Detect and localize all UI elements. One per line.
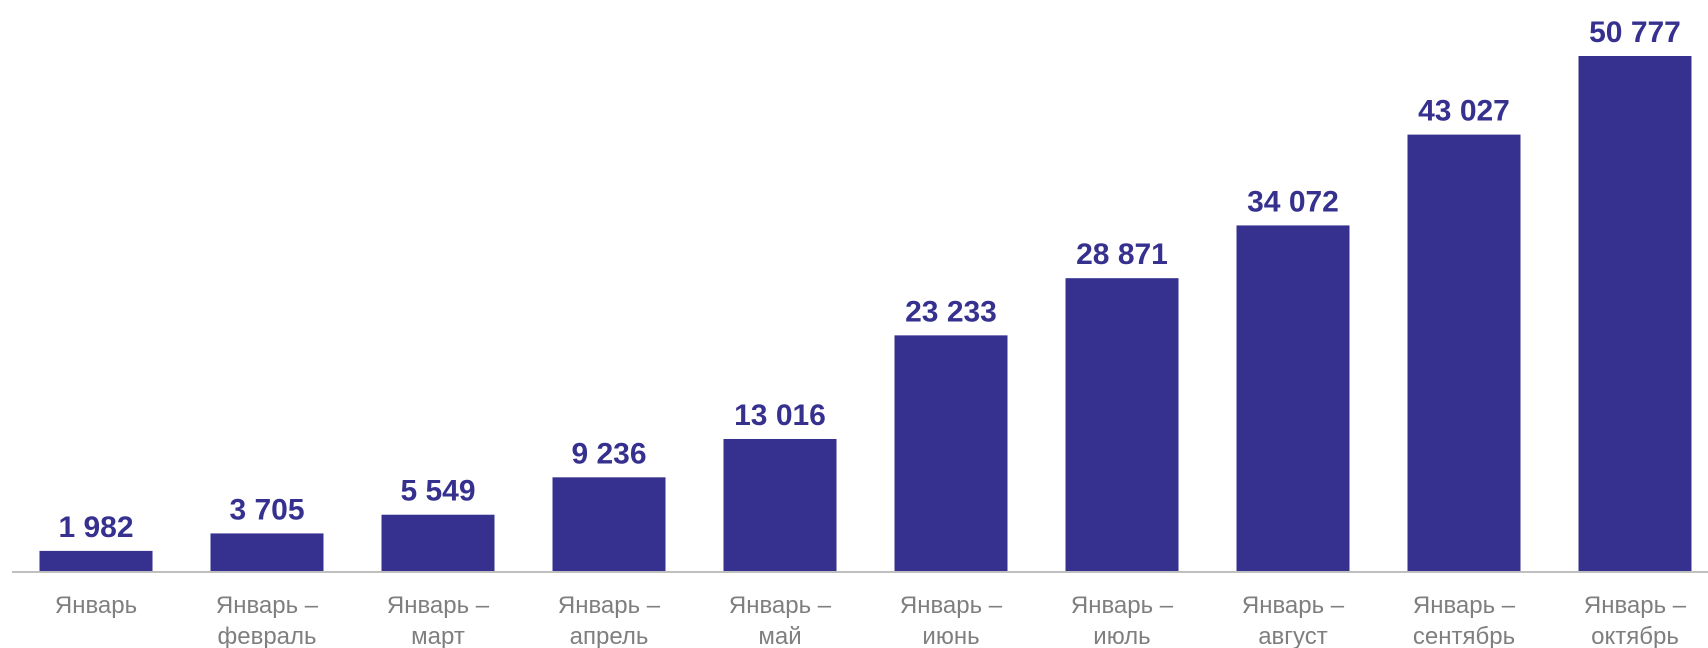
bars-group	[39, 56, 1692, 571]
value-labels-group: 1 982 3 705 5 549 9 236 13 016 23 233 28 871 34…	[58, 16, 1680, 544]
x-tick-label-line: февраль	[217, 623, 316, 648]
x-tick-label-line: Январь –	[1413, 592, 1516, 619]
x-tick-label-10: Январь – октябрь	[1584, 592, 1687, 648]
value-label-2: 3 705	[229, 493, 304, 526]
bar-3	[381, 514, 495, 571]
x-tick-label-line: Январь –	[1071, 592, 1174, 619]
x-tick-label-5: Январь – май	[729, 592, 832, 648]
value-label-1: 1 982	[58, 511, 133, 544]
bar-9	[1407, 134, 1521, 571]
x-tick-label-line: апрель	[570, 623, 649, 648]
x-tick-label-line: сентябрь	[1413, 623, 1515, 648]
x-tick-label-7: Январь – июль	[1071, 592, 1174, 648]
value-label-6: 23 233	[905, 295, 997, 328]
x-tick-label-line: август	[1258, 623, 1328, 648]
x-tick-label-line: май	[758, 623, 801, 648]
x-tick-label-line: Январь –	[216, 592, 319, 619]
bar-10	[1578, 56, 1692, 571]
x-tick-label-line: Январь –	[900, 592, 1003, 619]
value-label-3: 5 549	[400, 475, 475, 508]
x-tick-label-2: Январь – февраль	[216, 592, 319, 648]
bar-6	[894, 335, 1008, 571]
x-tick-label-line: Январь –	[387, 592, 490, 619]
x-tick-label-4: Январь – апрель	[558, 592, 661, 648]
x-tick-label-line: Январь –	[558, 592, 661, 619]
x-tick-label-3: Январь – март	[387, 592, 490, 648]
value-label-4: 9 236	[571, 437, 646, 470]
bar-2	[210, 533, 324, 571]
x-tick-label-9: Январь – сентябрь	[1413, 592, 1516, 648]
value-label-7: 28 871	[1076, 238, 1168, 271]
x-tick-label-line: июль	[1093, 623, 1150, 648]
x-tick-label-line: Январь –	[729, 592, 832, 619]
x-tick-label-line: октябрь	[1591, 623, 1679, 648]
x-tick-label-line: Январь	[55, 592, 137, 619]
x-tick-label-6: Январь – июнь	[900, 592, 1003, 648]
value-label-9: 43 027	[1418, 95, 1510, 128]
bar-5	[723, 438, 837, 571]
bar-7	[1065, 278, 1179, 571]
value-label-8: 34 072	[1247, 185, 1339, 218]
x-tick-label-line: июнь	[922, 623, 979, 648]
bar-1	[39, 550, 153, 571]
x-tick-label-line: март	[411, 623, 465, 648]
x-tick-label-line: Январь –	[1242, 592, 1345, 619]
bar-4	[552, 477, 666, 571]
x-tick-label-8: Январь – август	[1242, 592, 1345, 648]
value-label-10: 50 777	[1589, 16, 1681, 49]
x-tick-label-line: Январь –	[1584, 592, 1687, 619]
x-tick-label-1: Январь	[55, 592, 137, 619]
bar-8	[1236, 225, 1350, 571]
value-label-5: 13 016	[734, 399, 826, 432]
